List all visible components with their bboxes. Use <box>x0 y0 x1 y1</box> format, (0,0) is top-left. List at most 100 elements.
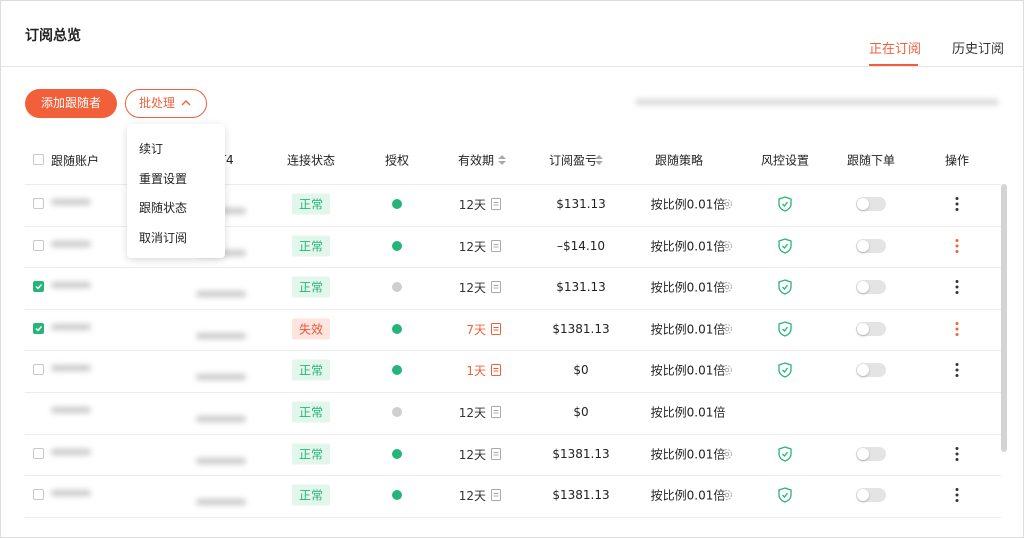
status-tag: 正常 <box>291 484 331 506</box>
more-actions[interactable] <box>955 362 959 378</box>
blurred-mt4 <box>196 416 246 422</box>
row-separator <box>25 184 1001 185</box>
checkbox[interactable] <box>33 198 44 209</box>
blurred-mt4 <box>196 291 246 297</box>
gear-icon[interactable] <box>721 364 733 376</box>
blurred-account <box>51 365 91 371</box>
blurred-account <box>51 407 91 413</box>
strategy: 按比例0.01倍 <box>650 363 726 378</box>
auth-dot <box>392 407 402 417</box>
more-actions[interactable] <box>955 238 959 254</box>
gear-icon[interactable] <box>721 489 733 501</box>
more-actions[interactable] <box>955 196 959 212</box>
expiry: 12天 <box>458 448 486 462</box>
follow-toggle[interactable] <box>856 322 886 336</box>
checkbox[interactable] <box>33 489 44 500</box>
gear-icon[interactable] <box>721 198 733 210</box>
batch-button[interactable]: 批处理 <box>125 89 207 118</box>
menu-item[interactable]: 续订 <box>139 142 164 156</box>
blurred-account <box>51 199 91 205</box>
column-header: 跟随下单 <box>846 153 896 168</box>
column-header: 操作 <box>944 153 970 168</box>
gear-icon[interactable] <box>721 240 733 252</box>
shield-icon[interactable] <box>778 196 792 212</box>
checkbox[interactable] <box>33 364 44 375</box>
auth-dot <box>392 241 402 251</box>
calendar-icon <box>491 240 501 252</box>
auth-dot <box>392 490 402 500</box>
checkbox[interactable] <box>33 323 44 334</box>
blurred-summary <box>635 99 999 105</box>
blurred-account <box>51 324 91 330</box>
blurred-mt4 <box>196 458 246 464</box>
follow-toggle[interactable] <box>856 280 886 294</box>
status-tag: 正常 <box>291 443 331 465</box>
column-header: 跟随账户 <box>51 154 100 168</box>
row-separator <box>25 475 1001 476</box>
menu-item[interactable]: 重置设置 <box>139 171 188 186</box>
tab[interactable]: 正在订阅 <box>869 42 922 57</box>
checkbox[interactable] <box>33 448 44 459</box>
batch-label: 批处理 <box>139 96 176 110</box>
expiry: 7天 <box>466 323 486 337</box>
follow-toggle[interactable] <box>856 488 886 502</box>
expiry: 12天 <box>458 489 486 503</box>
sort-icon[interactable] <box>498 154 506 166</box>
shield-icon[interactable] <box>778 487 792 503</box>
blurred-mt4 <box>196 333 246 339</box>
checkbox[interactable] <box>33 154 44 165</box>
follow-toggle[interactable] <box>856 447 886 461</box>
strategy: 按比例0.01倍 <box>650 447 726 462</box>
auth-dot <box>392 449 402 459</box>
gear-icon[interactable] <box>721 281 733 293</box>
shield-icon[interactable] <box>778 321 792 337</box>
strategy: 按比例0.01倍 <box>650 280 726 295</box>
follow-toggle[interactable] <box>856 363 886 377</box>
status-tag: 失效 <box>291 318 331 340</box>
row-separator <box>25 309 1001 310</box>
status-tag: 正常 <box>291 359 331 381</box>
calendar-icon <box>491 406 501 418</box>
more-actions[interactable] <box>955 446 959 462</box>
shield-icon[interactable] <box>778 362 792 378</box>
more-actions[interactable] <box>955 321 959 337</box>
checkbox[interactable] <box>33 240 44 251</box>
shield-icon[interactable] <box>778 279 792 295</box>
column-header: 有效期 <box>457 153 495 168</box>
follow-toggle[interactable] <box>856 197 886 211</box>
gear-icon[interactable] <box>721 323 733 335</box>
batch-menu <box>127 124 225 258</box>
status-tag: 正常 <box>291 401 331 423</box>
blurred-account <box>51 241 91 247</box>
add-button[interactable]: 添加跟随者 <box>25 89 117 118</box>
follow-toggle[interactable] <box>856 239 886 253</box>
strategy: 按比例0.01倍 <box>650 488 726 503</box>
pnl: $0 <box>573 363 589 377</box>
pnl: –$14.10 <box>557 239 605 253</box>
calendar-icon <box>491 364 501 376</box>
sort-icon[interactable] <box>595 154 603 166</box>
auth-dot <box>392 324 402 334</box>
column-header: 授权 <box>384 153 410 168</box>
more-actions[interactable] <box>955 487 959 503</box>
pnl: $1381.13 <box>552 322 610 336</box>
more-actions[interactable] <box>955 279 959 295</box>
menu-item[interactable]: 取消订阅 <box>139 230 188 245</box>
gear-icon[interactable] <box>721 448 733 460</box>
pnl: $131.13 <box>556 197 606 211</box>
menu-item[interactable]: 跟随状态 <box>139 201 188 215</box>
status-tag: 正常 <box>291 276 331 298</box>
shield-icon[interactable] <box>778 446 792 462</box>
tab[interactable]: 历史订阅 <box>952 42 1005 57</box>
blurred-account <box>51 490 91 496</box>
checkbox[interactable] <box>33 281 44 292</box>
divider <box>1 66 1023 67</box>
row-separator <box>25 226 1001 227</box>
expiry: 1天 <box>466 364 486 378</box>
shield-icon[interactable] <box>778 238 792 254</box>
pnl: $0 <box>573 405 589 419</box>
auth-dot <box>392 199 402 209</box>
chevron-up <box>181 100 191 106</box>
scrollbar[interactable] <box>1001 184 1007 452</box>
